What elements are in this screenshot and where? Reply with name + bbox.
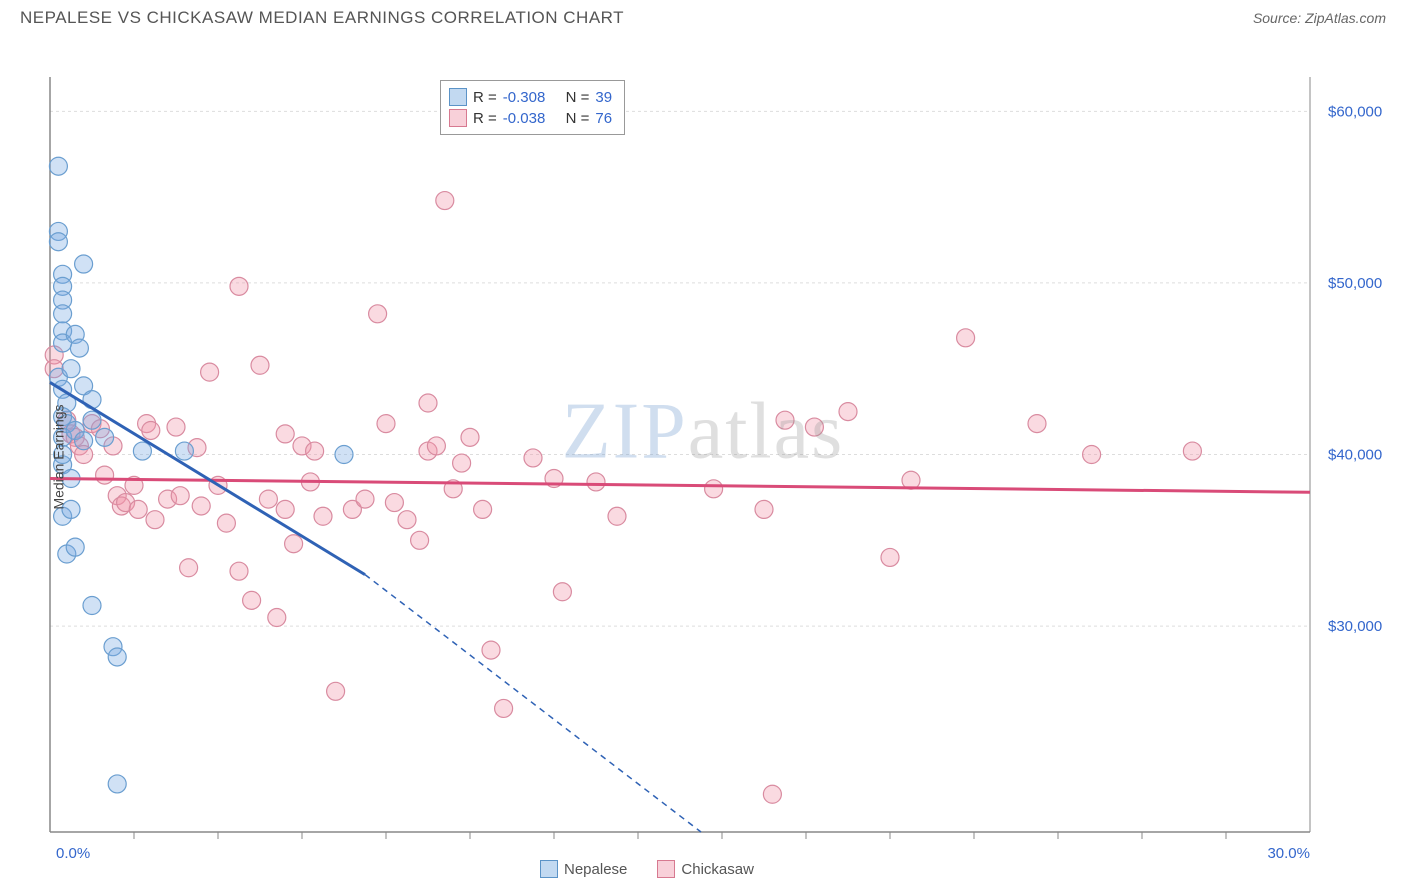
swatch-pink-icon <box>657 860 675 878</box>
legend-item-chickasaw: Chickasaw <box>657 860 754 878</box>
stats-legend: R = -0.308 N = 39 R = -0.038 N = 76 <box>440 80 625 135</box>
chart-source: Source: ZipAtlas.com <box>1253 10 1386 26</box>
chart-header: NEPALESE VS CHICKASAW MEDIAN EARNINGS CO… <box>0 0 1406 32</box>
chart-area: Median Earnings $30,000 $40,000 $50,000 $60… <box>0 32 1406 882</box>
bottom-legend: Nepalese Chickasaw <box>540 860 754 878</box>
r-label: R = <box>473 110 497 127</box>
svg-text:$50,000: $50,000 <box>1328 275 1382 292</box>
scatter-chart: $30,000 $40,000 $50,000 $60,000 0.0% 30.0% <box>0 32 1406 882</box>
chart-title: NEPALESE VS CHICKASAW MEDIAN EARNINGS CO… <box>20 8 624 28</box>
swatch-pink-icon <box>449 109 467 127</box>
n-label: N = <box>566 89 590 106</box>
legend-label: Nepalese <box>564 861 627 878</box>
n-value: 39 <box>595 89 612 106</box>
svg-text:$30,000: $30,000 <box>1328 618 1382 635</box>
r-value: -0.038 <box>503 110 546 127</box>
svg-text:$40,000: $40,000 <box>1328 447 1382 464</box>
swatch-blue-icon <box>540 860 558 878</box>
svg-text:$60,000: $60,000 <box>1328 103 1382 120</box>
legend-label: Chickasaw <box>681 861 754 878</box>
y-axis-label: Median Earnings <box>51 404 67 509</box>
stats-row-nepalese: R = -0.308 N = 39 <box>449 88 612 106</box>
r-value: -0.308 <box>503 89 546 106</box>
swatch-blue-icon <box>449 88 467 106</box>
svg-text:0.0%: 0.0% <box>56 845 90 862</box>
n-value: 76 <box>595 110 612 127</box>
stats-row-chickasaw: R = -0.038 N = 76 <box>449 109 612 127</box>
r-label: R = <box>473 89 497 106</box>
legend-item-nepalese: Nepalese <box>540 860 627 878</box>
svg-text:30.0%: 30.0% <box>1267 845 1310 862</box>
n-label: N = <box>566 110 590 127</box>
